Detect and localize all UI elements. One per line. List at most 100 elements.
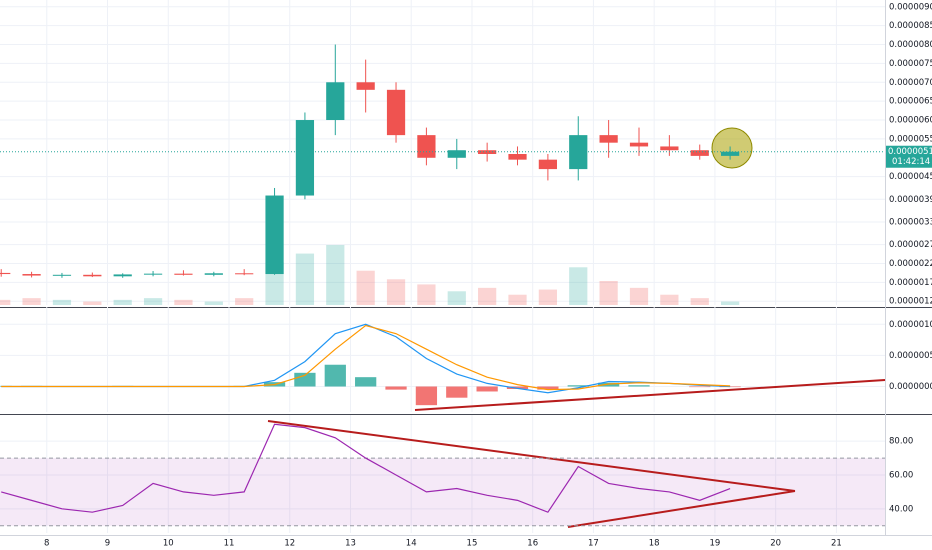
y-tick-label: 0.00000450 — [889, 172, 932, 182]
candle-body — [356, 82, 375, 90]
histogram-bar — [476, 386, 498, 392]
rsi-band — [0, 458, 885, 526]
y-tick-label: 0.00000120 — [889, 297, 932, 307]
candle-body — [52, 274, 72, 276]
volume-bar — [143, 298, 163, 305]
x-tick-label: 15 — [467, 539, 478, 549]
x-tick-label: 20 — [770, 539, 781, 549]
candle-body — [143, 273, 163, 275]
x-tick-label: 8 — [44, 539, 49, 549]
y-tick-label: 0.00000390 — [889, 195, 932, 205]
y-tick-label: 0.00000550 — [889, 134, 932, 144]
y-tick-label: 0.00000600 — [889, 116, 932, 126]
volume-bar — [204, 301, 223, 305]
y-tick-label: 0.00000170 — [889, 278, 932, 288]
macd-line — [1, 324, 731, 391]
histogram-bar — [719, 386, 741, 388]
volume-bar — [52, 299, 72, 305]
candle-body — [599, 135, 618, 143]
x-tick-label: 11 — [224, 539, 235, 549]
candle-body — [235, 273, 254, 275]
y-tick-label: 0.00000220 — [889, 259, 932, 269]
candle-body — [538, 159, 557, 170]
volume-bar — [113, 299, 132, 305]
candle-body — [22, 274, 41, 276]
volume-bar — [22, 298, 41, 305]
volume-bar — [690, 298, 709, 305]
histogram-bar — [415, 386, 438, 406]
x-tick-label: 9 — [105, 539, 110, 549]
candle-body — [265, 195, 284, 275]
histogram-bar — [689, 386, 711, 388]
histogram-bar — [506, 386, 529, 389]
histogram-bar — [628, 385, 650, 387]
volume-bar — [447, 291, 466, 305]
histogram-bar — [355, 377, 377, 387]
candle-body — [690, 150, 709, 156]
trend-line — [414, 379, 886, 411]
volume-bar — [629, 287, 649, 305]
candle-body — [295, 120, 315, 196]
x-tick-label: 18 — [649, 539, 660, 549]
histogram-bar — [324, 364, 346, 387]
volume-bar — [478, 287, 497, 305]
x-tick-label: 12 — [284, 539, 295, 549]
volume-bar — [295, 253, 315, 305]
y-tick-label: 0.00000900 — [889, 2, 932, 12]
candle-body — [204, 273, 223, 275]
candle-body — [508, 154, 527, 160]
rsi-line — [1, 423, 731, 513]
x-tick-label: 19 — [710, 539, 721, 549]
candle-body — [478, 150, 497, 154]
countdown-label: 01:42:14 — [892, 157, 930, 167]
last-price-label: 0.00000516 — [888, 147, 932, 157]
x-tick-label: 17 — [588, 539, 599, 549]
histogram-bar — [446, 386, 468, 398]
y-tick-label: 0.00000050 — [889, 351, 932, 361]
x-tick-label: 10 — [163, 539, 174, 549]
x-tick-label: 21 — [831, 539, 842, 549]
y-tick-label: 0.00000850 — [889, 21, 932, 31]
y-tick-label: 0.00000000 — [889, 382, 932, 392]
volume-bar — [235, 298, 254, 305]
candle-body — [113, 274, 132, 277]
histogram-bar — [294, 372, 316, 387]
volume-bar — [417, 284, 436, 305]
volume-bar — [0, 299, 11, 305]
volume-bar — [326, 245, 345, 305]
y-tick-label: 60.00 — [889, 470, 913, 480]
candle-body — [720, 151, 740, 156]
candle-body — [326, 82, 345, 121]
volume-bar — [508, 294, 527, 305]
candle-body — [0, 272, 11, 275]
histogram-bar — [597, 382, 620, 387]
volume-bar — [356, 270, 375, 305]
price-tag — [886, 145, 932, 168]
volume-bar — [660, 294, 679, 305]
y-tick-label: 0.00000330 — [889, 217, 932, 227]
y-tick-label: 0.00000100 — [889, 320, 932, 330]
x-tick-label: 13 — [345, 539, 356, 549]
candle-body — [386, 89, 406, 136]
y-tick-label: 0.00000270 — [889, 240, 932, 250]
y-tick-label: 40.00 — [889, 504, 913, 514]
volume-bar — [599, 281, 618, 305]
candle-body — [447, 150, 466, 158]
y-tick-label: 0.00000750 — [889, 59, 932, 69]
candle-body — [660, 146, 679, 151]
volume-bar — [720, 301, 740, 305]
candle-body — [629, 142, 649, 147]
highlight-circle — [711, 127, 753, 169]
volume-bar — [386, 279, 406, 305]
histogram-bar — [567, 385, 589, 387]
candle-body — [569, 135, 588, 170]
volume-bar — [83, 301, 102, 305]
y-tick-label: 0.00000800 — [889, 40, 932, 50]
candle-body — [417, 135, 436, 158]
y-tick-label: 80.00 — [889, 437, 913, 447]
x-tick-label: 14 — [406, 539, 417, 549]
candle-body — [83, 274, 102, 277]
histogram-bar — [537, 386, 559, 390]
y-tick-label: 0.00000700 — [889, 78, 932, 88]
